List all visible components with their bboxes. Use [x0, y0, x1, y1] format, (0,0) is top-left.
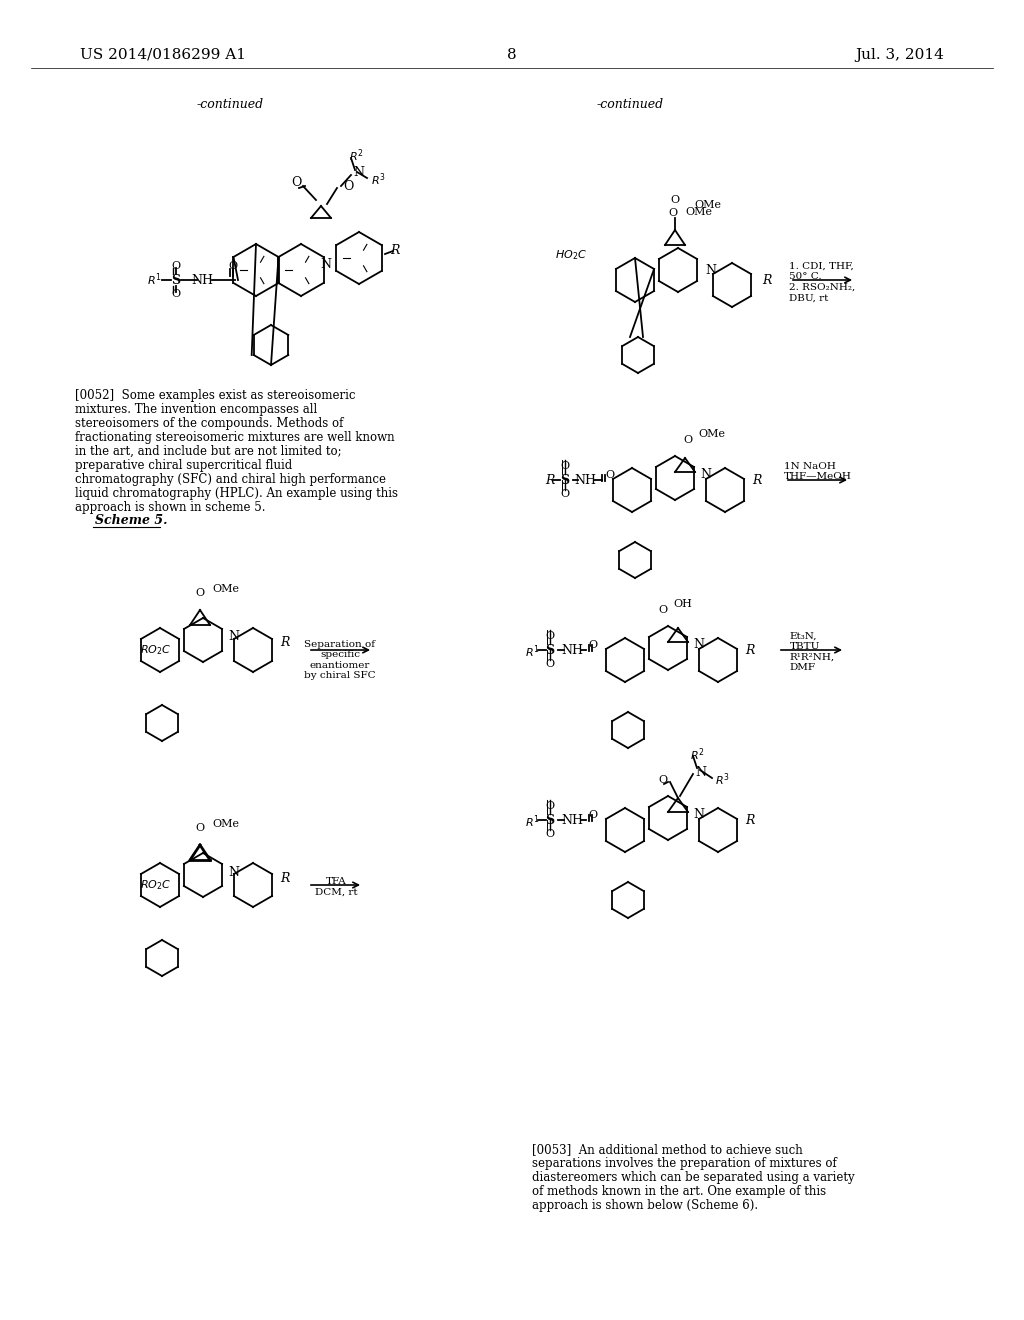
Text: preparative chiral supercritical fluid: preparative chiral supercritical fluid: [75, 458, 292, 471]
Text: diastereomers which can be separated using a variety: diastereomers which can be separated usi…: [532, 1172, 855, 1184]
Text: O: O: [588, 810, 597, 820]
Text: $R^2$: $R^2$: [349, 148, 364, 164]
Text: O: O: [546, 631, 555, 642]
Text: O: O: [605, 470, 614, 480]
Text: R: R: [545, 474, 554, 487]
Text: $R^1$: $R^1$: [525, 644, 540, 660]
Text: US 2014/0186299 A1: US 2014/0186299 A1: [80, 48, 246, 62]
Text: N: N: [693, 808, 705, 821]
Text: R: R: [752, 474, 762, 487]
Text: O: O: [228, 261, 238, 271]
Text: O: O: [560, 488, 569, 499]
Text: $RO_2C$: $RO_2C$: [140, 643, 171, 657]
Text: Separation of
specific
enantiomer
by chiral SFC: Separation of specific enantiomer by chi…: [304, 640, 376, 680]
Text: O: O: [546, 659, 555, 669]
Text: O: O: [546, 801, 555, 810]
Text: O: O: [343, 180, 353, 193]
Text: $R^3$: $R^3$: [371, 172, 386, 189]
Text: 1. CDI, THF,
50° C.
2. RSO₂NH₂,
DBU, rt: 1. CDI, THF, 50° C. 2. RSO₂NH₂, DBU, rt: [788, 261, 855, 302]
Text: 8: 8: [507, 48, 517, 62]
Text: N: N: [705, 264, 716, 276]
Text: O: O: [171, 261, 180, 271]
Text: $R^1$: $R^1$: [525, 813, 540, 830]
Text: liquid chromatography (HPLC). An example using this: liquid chromatography (HPLC). An example…: [75, 487, 398, 499]
Text: NH: NH: [561, 644, 583, 656]
Text: [0053]  An additional method to achieve such: [0053] An additional method to achieve s…: [532, 1143, 803, 1156]
Text: OMe: OMe: [685, 207, 712, 216]
Text: in the art, and include but are not limited to;: in the art, and include but are not limi…: [75, 445, 342, 458]
Text: O: O: [668, 209, 677, 218]
Text: TFA
DCM, rt: TFA DCM, rt: [314, 876, 357, 896]
Text: -continued: -continued: [596, 99, 664, 111]
Text: O: O: [546, 829, 555, 840]
Text: N: N: [321, 259, 332, 272]
Text: N: N: [228, 866, 239, 879]
Text: R: R: [745, 813, 755, 826]
Text: O: O: [195, 587, 204, 598]
Text: OMe: OMe: [698, 429, 725, 440]
Text: OMe: OMe: [212, 583, 239, 594]
Text: O: O: [658, 775, 667, 785]
Text: $HO_2C$: $HO_2C$: [555, 248, 587, 261]
Text: Et₃N,
TBTU
R¹R²NH,
DMF: Et₃N, TBTU R¹R²NH, DMF: [790, 632, 835, 672]
Text: approach is shown in scheme 5.: approach is shown in scheme 5.: [75, 500, 265, 513]
Text: $R^1$: $R^1$: [146, 272, 162, 288]
Text: NH: NH: [561, 813, 583, 826]
Text: N: N: [695, 766, 706, 779]
Text: stereoisomers of the compounds. Methods of: stereoisomers of the compounds. Methods …: [75, 417, 343, 429]
Text: O: O: [171, 289, 180, 300]
Text: N: N: [228, 631, 239, 644]
Text: mixtures. The invention encompasses all: mixtures. The invention encompasses all: [75, 403, 317, 416]
Text: Jul. 3, 2014: Jul. 3, 2014: [855, 48, 944, 62]
Text: R: R: [390, 243, 399, 256]
Text: O: O: [670, 195, 679, 205]
Text: chromatography (SFC) and chiral high performance: chromatography (SFC) and chiral high per…: [75, 473, 386, 486]
Text: $RO_2C$: $RO_2C$: [140, 878, 171, 892]
Text: R: R: [280, 636, 290, 649]
Text: Scheme 5.: Scheme 5.: [95, 513, 168, 527]
Text: R: R: [745, 644, 755, 656]
Text: separations involves the preparation of mixtures of: separations involves the preparation of …: [532, 1158, 837, 1171]
Text: S: S: [560, 474, 569, 487]
Text: S: S: [171, 273, 180, 286]
Text: OMe: OMe: [212, 818, 239, 829]
Text: O: O: [291, 177, 301, 190]
Text: fractionating stereoisomeric mixtures are well known: fractionating stereoisomeric mixtures ar…: [75, 430, 394, 444]
Text: NH: NH: [191, 273, 213, 286]
Text: $R^2$: $R^2$: [690, 747, 705, 763]
Text: of methods known in the art. One example of this: of methods known in the art. One example…: [532, 1185, 826, 1199]
Text: O: O: [683, 436, 692, 445]
Text: $R^3$: $R^3$: [715, 772, 730, 788]
Text: O: O: [588, 640, 597, 649]
Text: [0052]  Some examples exist as stereoisomeric: [0052] Some examples exist as stereoisom…: [75, 388, 355, 401]
Text: approach is shown below (Scheme 6).: approach is shown below (Scheme 6).: [532, 1200, 758, 1213]
Text: O: O: [658, 605, 667, 615]
Text: O: O: [560, 461, 569, 471]
Text: 1N NaOH
THF—MeOH: 1N NaOH THF—MeOH: [784, 462, 852, 482]
Text: N: N: [700, 469, 711, 482]
Text: N: N: [353, 166, 364, 180]
Text: NH: NH: [574, 474, 596, 487]
Text: R: R: [280, 871, 290, 884]
Text: OMe: OMe: [694, 201, 721, 210]
Text: -continued: -continued: [197, 99, 263, 111]
Text: N: N: [693, 639, 705, 652]
Text: OH: OH: [673, 599, 692, 609]
Text: S: S: [546, 813, 555, 826]
Text: R: R: [762, 273, 771, 286]
Text: S: S: [546, 644, 555, 656]
Text: O: O: [195, 822, 204, 833]
